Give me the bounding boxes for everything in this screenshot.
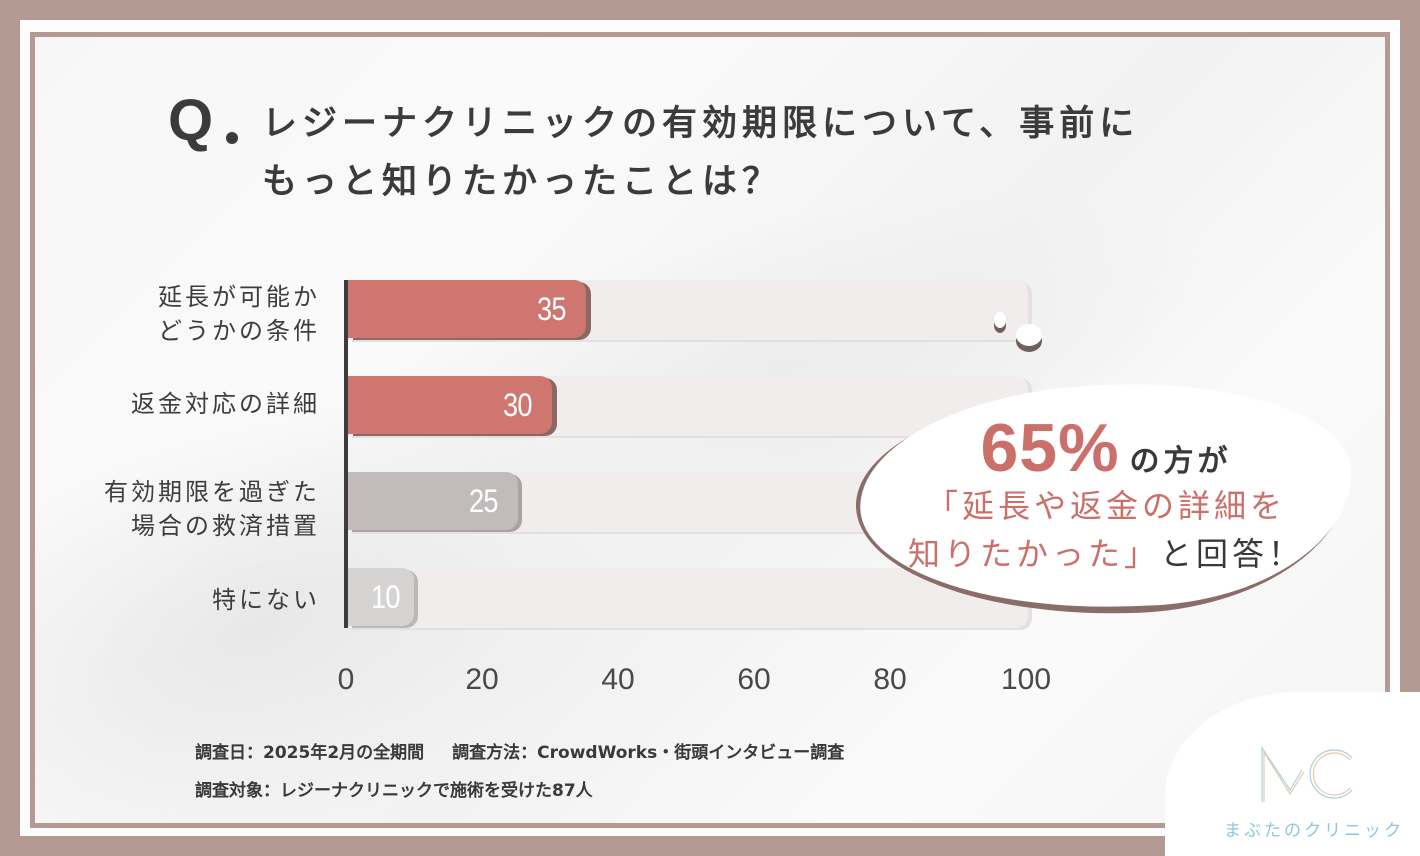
survey-info-line-1: 調査日：2025年2月の全期間 調査方法：CrowdWorks・街頭インタビュー調… xyxy=(195,742,844,764)
category-label: 特にない xyxy=(212,583,320,617)
x-tick-label: 60 xyxy=(737,663,771,696)
thought-dot-small xyxy=(994,312,1006,328)
bubble-text-after: の方が xyxy=(1129,444,1232,479)
title-line-2: もっと知りたかったことは？ xyxy=(262,162,783,202)
bubble-quote-end: 知りたかった」 xyxy=(907,535,1160,573)
bar: 35 xyxy=(348,280,586,338)
logo-background xyxy=(1165,692,1420,856)
question-dot xyxy=(226,132,238,144)
x-tick-label: 80 xyxy=(873,663,907,696)
title-line-1: レジーナクリニックの有効期限について、事前に xyxy=(262,104,1140,144)
x-tick-label: 40 xyxy=(601,663,635,696)
bar-value-label: 10 xyxy=(371,579,400,615)
y-axis-line xyxy=(344,280,348,628)
category-label-line: 延長が可能か xyxy=(158,283,320,311)
speech-bubble-text: 65% の方が 「延長や返金の詳細を 知りたかった」と回答！ xyxy=(860,408,1352,578)
bar-track xyxy=(348,568,1028,628)
bar-value-label: 30 xyxy=(503,387,532,423)
category-label-line: 有効期限を過ぎた xyxy=(104,478,320,506)
bar-value-label: 35 xyxy=(537,291,566,327)
x-tick-label: 20 xyxy=(465,663,499,696)
thought-dot-large xyxy=(1016,324,1042,346)
category-label: 有効期限を過ぎた 場合の救済措置 xyxy=(104,475,320,543)
category-label-line: 特にない xyxy=(212,586,320,614)
bubble-line-1: 65% の方が xyxy=(860,408,1352,488)
x-tick-label: 0 xyxy=(337,663,355,696)
bubble-line-3: 知りたかった」と回答！ xyxy=(860,530,1352,578)
question-mark-label: Q xyxy=(168,88,213,153)
bubble-text-end: と回答！ xyxy=(1160,535,1305,573)
bar: 25 xyxy=(348,472,518,530)
bar: 30 xyxy=(348,376,552,434)
highlight-percentage: 65% xyxy=(980,410,1120,486)
x-tick-label: 100 xyxy=(1000,663,1052,696)
mc-logo-icon xyxy=(1261,746,1353,802)
category-label: 延長が可能か どうかの条件 xyxy=(158,280,320,348)
bubble-line-2: 「延長や返金の詳細を xyxy=(925,487,1286,525)
category-label: 返金対応の詳細 xyxy=(131,387,320,421)
category-label-line: どうかの条件 xyxy=(158,317,320,345)
clinic-name: まぶたのクリニック xyxy=(1224,821,1404,841)
category-label-line: 場合の救済措置 xyxy=(131,512,320,540)
survey-target: 調査対象：レジーナクリニックで施術を受けた87人 xyxy=(195,781,593,801)
bar: 10 xyxy=(348,568,414,626)
survey-date: 調査日：2025年2月の全期間 xyxy=(195,743,425,763)
category-label-line: 返金対応の詳細 xyxy=(131,390,320,418)
bar-value-label: 25 xyxy=(469,483,498,519)
survey-method: 調査方法：CrowdWorks・街頭インタビュー調査 xyxy=(452,743,845,763)
